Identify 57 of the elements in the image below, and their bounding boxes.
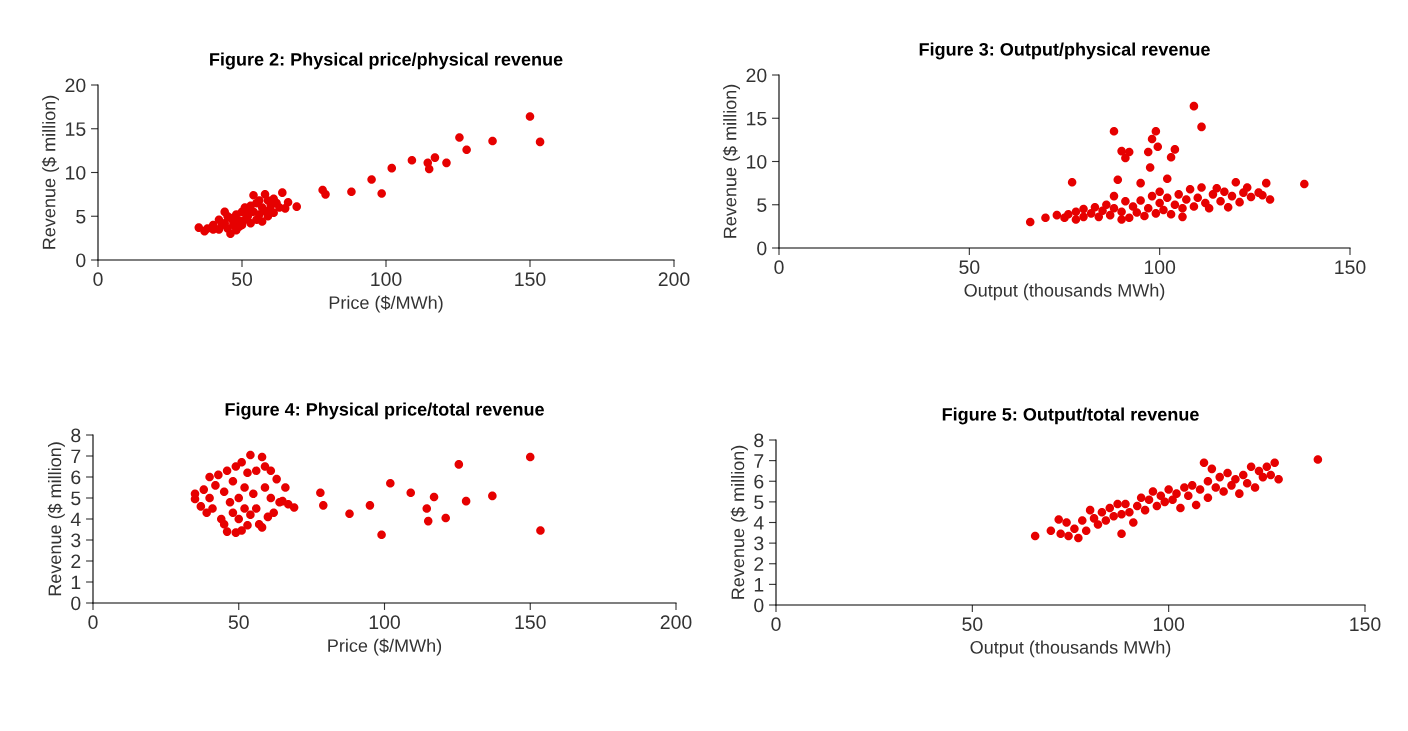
y-tick-label: 1 [71,575,81,590]
y-axis-title: Revenue ($ million) [730,445,748,599]
x-tick-label: 50 [231,272,253,287]
x-tick-label: 200 [660,615,692,630]
x-tick-label: 150 [1350,617,1381,632]
y-tick-label: 10 [747,154,767,169]
chart-title: Figure 2: Physical price/physical revenue [210,52,563,70]
x-tick-label: 200 [658,272,690,287]
x-axis-title: Price ($/MWh) [329,295,443,313]
y-tick-label: 3 [71,533,81,548]
x-axis-title: Output (thousands MWh) [970,640,1171,658]
y-tick-label: 5 [754,495,764,510]
x-tick-label: 50 [228,615,249,630]
y-tick-label: 5 [76,209,86,224]
chart-title: Figure 3: Output/physical revenue [919,42,1210,60]
y-axis-title: Revenue ($ million) [41,95,59,249]
x-axis-title: Price ($/MWh) [328,638,442,656]
y-tick-label: 1 [754,578,764,592]
x-tick-label: 100 [371,272,402,287]
y-axis-title: Revenue ($ million) [722,84,740,238]
y-tick-label: 2 [754,557,764,571]
y-tick-label: 5 [757,198,767,212]
y-tick-label: 7 [754,454,764,468]
y-tick-label: 7 [71,449,81,464]
y-tick-label: 15 [66,122,86,136]
y-tick-label: 8 [754,433,764,448]
y-tick-label: 4 [70,512,81,527]
y-tick-label: 6 [71,470,81,485]
x-tick-label: 0 [88,615,98,630]
x-tick-label: 150 [515,272,546,287]
y-tick-label: 4 [753,516,764,530]
y-tick-label: 15 [747,111,767,126]
x-tick-label: 0 [774,260,784,275]
x-tick-label: 0 [93,272,103,287]
x-tick-label: 150 [515,615,546,630]
x-tick-label: 150 [1335,260,1366,275]
y-tick-label: 0 [754,598,764,613]
y-tick-label: 6 [754,474,764,489]
y-tick-label: 0 [71,596,81,611]
x-tick-label: 100 [1153,617,1185,632]
x-tick-label: 50 [962,617,983,632]
x-tick-label: 50 [959,260,980,275]
y-tick-label: 2 [71,554,81,569]
y-tick-label: 0 [757,241,767,256]
chart-title: Figure 5: Output/total revenue [942,407,1199,425]
x-tick-label: 0 [771,617,781,632]
y-tick-label: 20 [65,78,86,93]
x-tick-label: 100 [1144,260,1176,275]
y-axis-title: Revenue ($ million) [47,442,65,596]
x-tick-label: 100 [369,615,400,630]
x-axis-title: Output (thousands MWh) [964,283,1165,301]
y-tick-label: 8 [71,428,81,443]
y-tick-label: 10 [66,165,86,180]
y-tick-label: 20 [746,68,767,83]
chart-title: Figure 4: Physical price/total revenue [225,402,544,420]
y-tick-label: 5 [71,491,81,506]
y-tick-label: 3 [754,536,764,551]
